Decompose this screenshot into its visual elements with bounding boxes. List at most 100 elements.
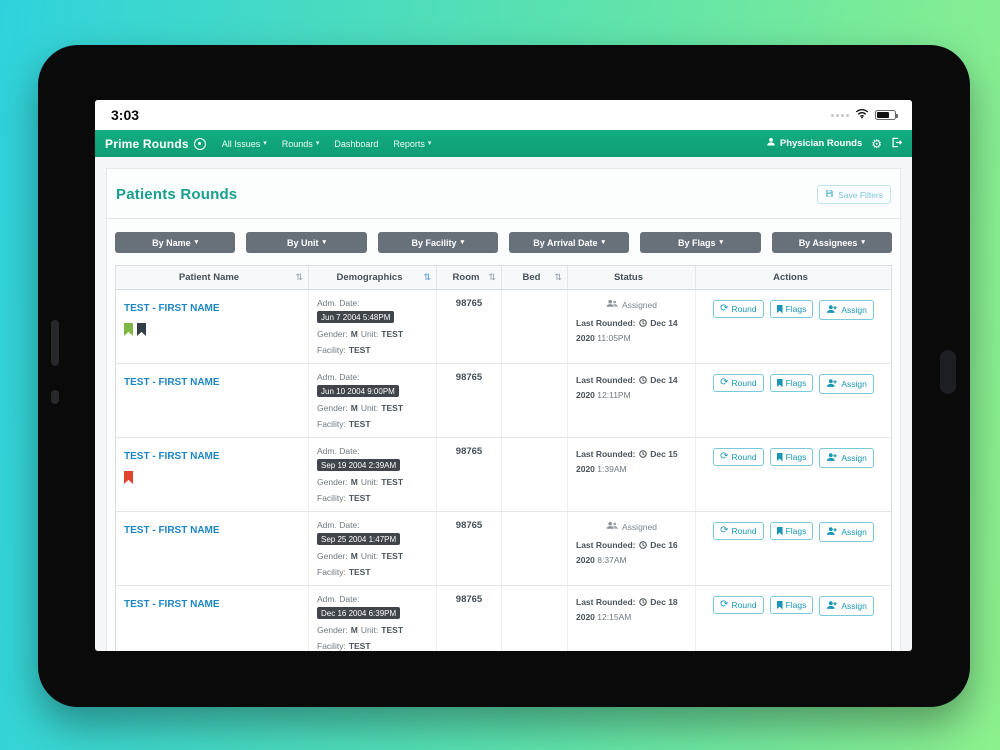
table-row: TEST - FIRST NAME Adm. Date: Sep 19 2004 … <box>116 438 891 512</box>
filter-label: By Name <box>152 237 191 248</box>
refresh-icon: ⟳ <box>720 451 729 462</box>
filter-by-unit[interactable]: By Unit ▾ <box>246 232 367 253</box>
status-cell: Last Rounded: Dec 14 2020 12:11PM <box>568 364 696 437</box>
col-label: Actions <box>773 272 808 283</box>
adm-date-label: Adm. Date: <box>317 446 360 456</box>
flags-button[interactable]: Flags <box>769 448 814 466</box>
round-button[interactable]: ⟳ Round <box>713 374 764 392</box>
filter-by-flags[interactable]: By Flags ▾ <box>640 232 761 253</box>
nav-item-label: Dashboard <box>334 138 379 149</box>
demographics-cell: Adm. Date: Dec 16 2004 6:39PM Gender: M Uni… <box>309 586 437 651</box>
unit-label: Unit: <box>360 551 379 561</box>
flags-button[interactable]: Flags <box>769 596 814 614</box>
status-icons <box>831 106 898 124</box>
table-row: TEST - FIRST NAME Adm. Date: Jun 7 2004 5… <box>116 290 891 364</box>
clock-icon <box>639 319 647 329</box>
filter-by-name[interactable]: By Name ▾ <box>115 232 236 253</box>
flag-dark-icon <box>137 323 146 336</box>
sort-icon[interactable]: ⇅ <box>554 272 562 282</box>
assigned-label: Assigned <box>622 299 657 310</box>
page-header: Patients Rounds Save Filters <box>107 169 900 219</box>
actions-cell: ⟳ Round Flags Assign <box>696 290 891 363</box>
nav-item-rounds[interactable]: Rounds ▾ <box>282 139 320 149</box>
round-button[interactable]: ⟳ Round <box>713 300 764 318</box>
patient-name-link[interactable]: TEST - FIRST NAME <box>124 599 220 610</box>
person-plus-icon <box>826 452 838 464</box>
flags-button[interactable]: Flags <box>769 300 814 318</box>
filter-label: By Unit <box>286 237 319 248</box>
filter-by-arrival-date[interactable]: By Arrival Date ▾ <box>508 232 630 253</box>
last-rounded-label: Last Rounded: <box>576 375 636 385</box>
round-label: Round <box>731 452 757 462</box>
last-rounded: Last Rounded: Dec 18 2020 12:15AM <box>576 595 687 625</box>
adm-date-badge: Sep 19 2004 2:39AM <box>317 459 401 471</box>
assign-label: Assign <box>841 305 867 315</box>
room-cell: 98765 <box>437 290 502 363</box>
patient-name-link[interactable]: TEST - FIRST NAME <box>124 525 220 536</box>
flags-button[interactable]: Flags <box>769 374 814 392</box>
save-icon <box>825 189 834 200</box>
assign-button[interactable]: Assign <box>819 300 874 320</box>
bed-cell <box>502 290 568 363</box>
refresh-icon: ⟳ <box>720 525 729 536</box>
nav-item-label: All Issues <box>221 138 261 149</box>
actions-cell: ⟳ Round Flags Assign <box>696 364 891 437</box>
flag-icon <box>776 378 783 388</box>
status-cell: Assigned Last Rounded: Dec 16 2020 8:37A… <box>568 512 696 585</box>
round-button[interactable]: ⟳ Round <box>713 596 764 614</box>
flag-red-icon <box>124 471 133 484</box>
status-cell: Last Rounded: Dec 15 2020 1:39AM <box>568 438 696 511</box>
facility-value: TEST <box>348 567 371 577</box>
assigned-label: Assigned <box>622 521 657 532</box>
user-menu[interactable]: Physician Rounds <box>766 137 862 150</box>
unit-value: TEST <box>381 403 404 413</box>
assign-button[interactable]: Assign <box>819 522 874 542</box>
sort-icon[interactable]: ⇅ <box>423 272 431 282</box>
nav-menu: All Issues ▾ Rounds ▾ Dashboard Reports ▾ <box>222 139 432 149</box>
tablet-screen: 3:03 Prime Rounds All Issues ▾ Rounds ▾ Da… <box>95 100 912 651</box>
assign-button[interactable]: Assign <box>819 374 874 394</box>
assign-button[interactable]: Assign <box>819 596 874 616</box>
flag-icon <box>776 526 783 536</box>
last-rounded-date: Dec 18 2020 <box>576 597 678 623</box>
unit-label: Unit: <box>360 403 379 413</box>
round-label: Round <box>731 304 757 314</box>
flags-label: Flags <box>785 452 807 462</box>
table-header: Patient Name ⇅ Demographics ⇅ Room ⇅ Bed ⇅ S… <box>116 266 891 290</box>
unit-label: Unit: <box>360 477 379 487</box>
sort-icon[interactable]: ⇅ <box>295 272 303 282</box>
last-rounded-label: Last Rounded: <box>576 449 636 459</box>
filter-bar: By Name ▾ By Unit ▾ By Facility ▾ By Arriva… <box>107 219 900 264</box>
filter-by-facility[interactable]: By Facility ▾ <box>377 232 498 253</box>
caret-down-icon: ▾ <box>322 239 326 246</box>
assigned-status: Assigned <box>576 299 687 310</box>
flags-button[interactable]: Flags <box>769 522 814 540</box>
col-label: Bed <box>522 272 541 283</box>
round-button[interactable]: ⟳ Round <box>713 448 764 466</box>
sort-icon[interactable]: ⇅ <box>488 272 496 282</box>
patient-name-link[interactable]: TEST - FIRST NAME <box>124 451 220 462</box>
filter-label: By Facility <box>411 237 457 248</box>
brand[interactable]: Prime Rounds <box>105 137 206 151</box>
round-button[interactable]: ⟳ Round <box>713 522 764 540</box>
room-cell: 98765 <box>437 364 502 437</box>
unit-value: TEST <box>381 329 404 339</box>
assign-button[interactable]: Assign <box>819 448 874 468</box>
person-plus-icon <box>826 304 838 316</box>
caret-down-icon: ▾ <box>315 140 320 147</box>
sign-out-icon[interactable] <box>891 135 903 153</box>
filter-by-assignees[interactable]: By Assignees ▾ <box>771 232 892 253</box>
patient-name-link[interactable]: TEST - FIRST NAME <box>124 377 220 388</box>
col-demographics: Demographics ⇅ <box>309 266 437 290</box>
patient-name-link[interactable]: TEST - FIRST NAME <box>124 303 220 314</box>
nav-item-all-issues[interactable]: All Issues ▾ <box>222 139 267 149</box>
nav-item-dashboard[interactable]: Dashboard <box>334 139 378 149</box>
caret-down-icon: ▾ <box>719 239 723 246</box>
gear-icon[interactable]: ⚙ <box>871 136 882 151</box>
status-bar: 3:03 <box>95 100 912 130</box>
unit-label: Unit: <box>360 625 379 635</box>
round-label: Round <box>731 526 757 536</box>
nav-item-reports[interactable]: Reports ▾ <box>393 139 431 149</box>
adm-date-badge: Jun 10 2004 9:00PM <box>317 385 399 397</box>
save-filters-button[interactable]: Save Filters <box>817 185 891 204</box>
